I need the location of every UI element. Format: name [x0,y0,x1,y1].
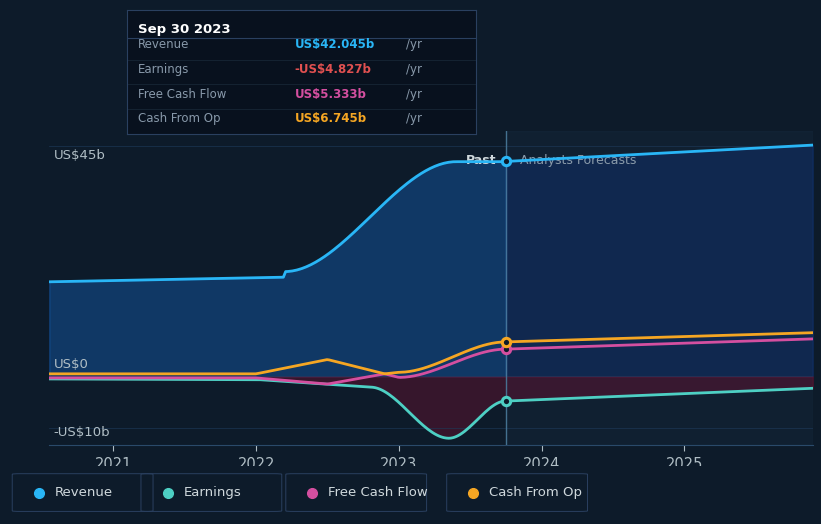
Text: /yr: /yr [406,63,422,76]
Text: Earnings: Earnings [138,63,189,76]
Text: Cash From Op: Cash From Op [489,486,582,499]
Text: Revenue: Revenue [55,486,113,499]
Text: Revenue: Revenue [138,38,189,51]
Text: -US$4.827b: -US$4.827b [295,63,372,76]
Text: US$42.045b: US$42.045b [295,38,375,51]
Text: US$6.745b: US$6.745b [295,112,367,125]
Text: Free Cash Flow: Free Cash Flow [138,88,226,101]
Text: US$5.333b: US$5.333b [295,88,367,101]
Text: -US$10b: -US$10b [53,427,110,440]
Text: Sep 30 2023: Sep 30 2023 [138,23,231,36]
Text: Past: Past [466,154,496,167]
Text: /yr: /yr [406,38,422,51]
Text: US$45b: US$45b [53,149,105,162]
Bar [506,131,813,445]
Text: Free Cash Flow: Free Cash Flow [328,486,429,499]
Text: /yr: /yr [406,112,422,125]
Text: Cash From Op: Cash From Op [138,112,220,125]
Text: US$0: US$0 [53,358,89,372]
Text: /yr: /yr [406,88,422,101]
Text: Earnings: Earnings [184,486,241,499]
Text: Analysts Forecasts: Analysts Forecasts [521,154,636,167]
